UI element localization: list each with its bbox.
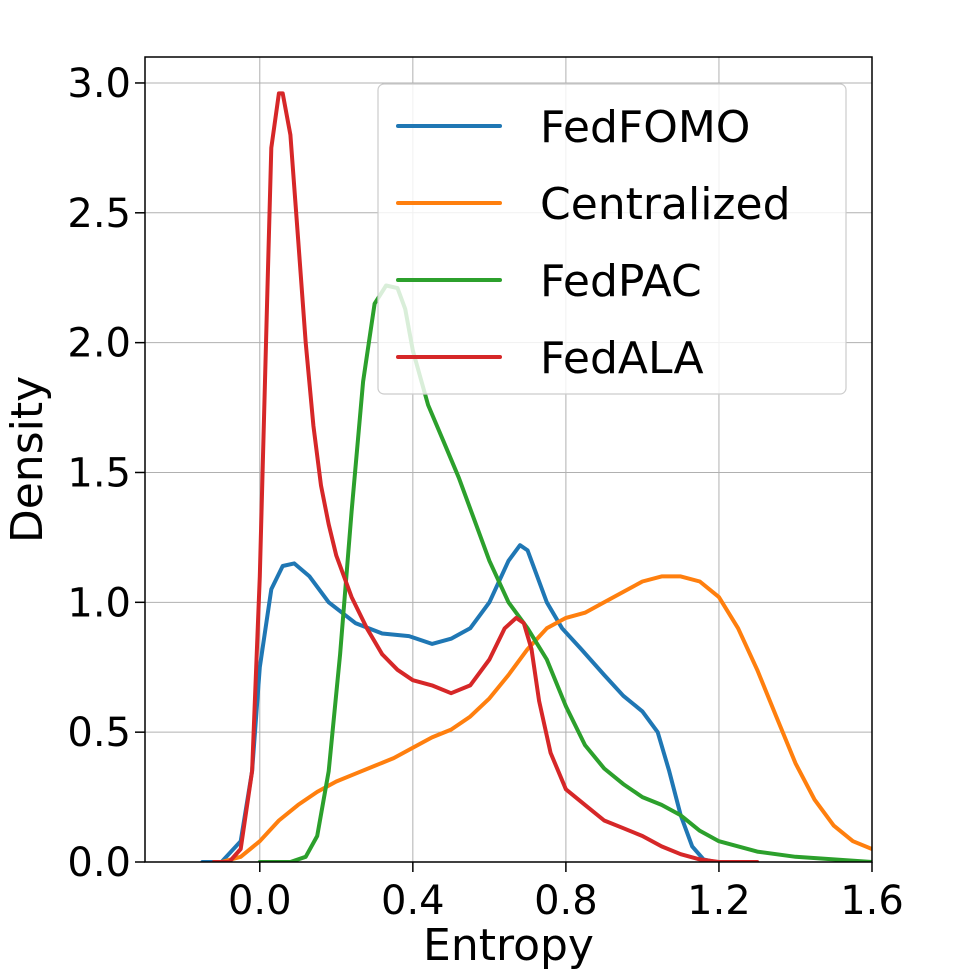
ticks: 0.0 0.4 0.8 1.2 1.6 0.0 0.5 1.0 1.5 2.0 2.5 3.0 [67,61,903,924]
y-tick-label: 1.5 [67,450,131,496]
series-line-fedala [211,91,760,862]
series-lines [200,91,872,862]
legend: FedFOMO Centralized FedPAC FedALA [377,83,847,395]
y-tick-label: 1.0 [67,580,131,626]
y-tick-label: 0.0 [67,840,131,886]
plot-frame [144,56,873,863]
x-axis-label: Entropy [423,920,594,969]
y-tick-label: 0.5 [67,710,131,756]
x-tick-label: 0.0 [228,878,292,924]
y-axis-label: Density [2,376,53,543]
series-line-fedfomo [200,543,741,862]
legend-label-fedfomo: FedFOMO [540,102,750,153]
y-tick-label: 3.0 [67,61,131,107]
x-tick-label: 0.4 [381,878,445,924]
x-tick-label: 0.8 [534,878,598,924]
x-tick-label: 1.6 [840,878,904,924]
y-tick-label: 2.5 [67,191,131,237]
x-tick-label: 1.2 [687,878,751,924]
legend-label-centralized: Centralized [540,179,791,230]
legend-label-fedala: FedALA [540,333,704,384]
legend-label-fedpac: FedPAC [540,256,702,307]
y-tick-label: 2.0 [67,321,131,367]
legend-box [377,83,847,395]
series-line-centralized [219,574,872,862]
